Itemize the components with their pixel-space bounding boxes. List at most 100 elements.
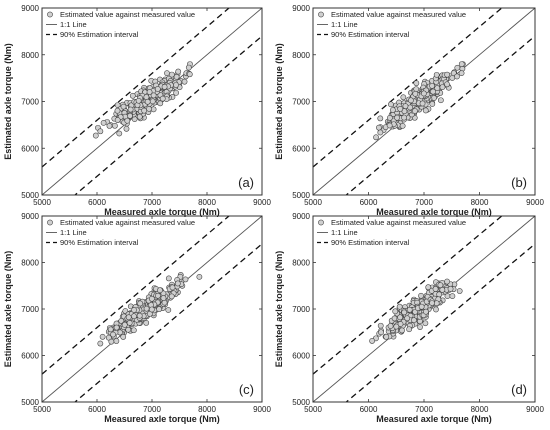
data-point: [186, 71, 193, 78]
legend: Estimated value against measured value1:…: [46, 218, 195, 247]
data-point: [375, 124, 382, 131]
data-point: [378, 329, 384, 336]
legend-entry: Estimated value against measured value: [60, 218, 195, 227]
data-point: [136, 312, 143, 319]
data-point: [136, 113, 143, 120]
plot-area: [313, 216, 535, 402]
legend-entry: 1:1 Line: [331, 20, 358, 29]
data-point: [413, 80, 420, 87]
y-axis-label: Estimated axle torque (Nm): [3, 251, 13, 368]
data-point: [118, 317, 125, 324]
y-tick-label: 5000: [292, 398, 310, 407]
data-point: [146, 105, 152, 112]
data-point: [397, 321, 404, 327]
x-tick-label: 9000: [253, 405, 271, 414]
data-point: [393, 323, 400, 330]
lower-interval-line: [73, 243, 262, 402]
data-point: [174, 280, 181, 287]
data-point: [413, 86, 420, 93]
upper-interval-line: [42, 216, 231, 375]
data-point: [185, 64, 192, 71]
data-point: [433, 306, 439, 313]
y-tick-label: 6000: [292, 144, 310, 153]
data-point: [157, 100, 164, 107]
data-point: [113, 324, 120, 331]
data-point: [108, 338, 115, 345]
data-point: [113, 338, 120, 344]
plot-area: [42, 216, 262, 402]
data-point: [149, 98, 156, 105]
data-point: [422, 320, 429, 327]
legend: Estimated value against measured value1:…: [46, 10, 195, 39]
data-point: [164, 70, 170, 77]
data-point: [386, 114, 393, 121]
y-axis-label: Estimated axle torque (Nm): [274, 43, 284, 160]
data-point: [425, 284, 432, 291]
data-point: [412, 108, 418, 114]
data-point: [114, 107, 121, 114]
data-point: [387, 323, 394, 329]
y-tick-label: 8000: [21, 259, 39, 268]
data-point: [144, 98, 151, 105]
data-point: [107, 326, 114, 333]
y-axis-label: Estimated axle torque (Nm): [274, 251, 284, 368]
legend-entry: 90% Estimation interval: [331, 238, 410, 247]
data-point: [168, 71, 175, 78]
data-point: [418, 303, 425, 310]
plot-area: [42, 8, 262, 195]
x-tick-label: 7000: [415, 405, 433, 414]
y-tick-label: 7000: [21, 305, 39, 314]
data-point: [127, 106, 134, 113]
legend-entry: 1:1 Line: [331, 228, 358, 237]
data-point: [444, 71, 450, 78]
data-point: [106, 123, 113, 129]
y-tick-label: 7000: [292, 98, 310, 107]
data-point: [165, 275, 172, 282]
y-axis-label: Estimated axle torque (Nm): [3, 43, 13, 160]
data-point: [173, 82, 179, 88]
data-point: [146, 89, 153, 95]
data-point: [97, 128, 104, 135]
legend-marker-icon: [318, 11, 324, 18]
panel-label: (a): [238, 175, 254, 190]
data-point: [92, 132, 99, 139]
data-point: [131, 307, 137, 313]
legend-entry: Estimated value against measured value: [60, 10, 195, 19]
x-tick-label: 9000: [526, 405, 544, 414]
data-point: [130, 327, 137, 334]
x-tick-label: 9000: [253, 198, 271, 207]
x-tick-label: 8000: [471, 405, 489, 414]
data-point: [127, 112, 133, 119]
data-point: [391, 315, 398, 322]
data-point: [458, 61, 465, 67]
data-point: [422, 107, 429, 114]
data-point: [123, 125, 130, 132]
upper-interval-line: [313, 8, 503, 168]
legend: Estimated value against measured value1:…: [317, 10, 466, 39]
data-point: [165, 307, 172, 313]
lower-interval-line: [73, 35, 262, 195]
y-tick-label: 7000: [292, 305, 310, 314]
data-point: [377, 129, 384, 136]
y-tick-label: 8000: [292, 259, 310, 268]
x-axis-label: Measured axle torque (Nm): [376, 414, 492, 424]
data-point: [386, 122, 393, 129]
data-point: [156, 306, 162, 313]
data-point: [439, 287, 446, 293]
y-tick-label: 9000: [292, 212, 310, 221]
data-point: [394, 114, 400, 121]
legend-entry: Estimated value against measured value: [331, 218, 466, 227]
x-tick-label: 8000: [198, 198, 216, 207]
data-point: [419, 100, 426, 107]
data-point: [423, 308, 429, 315]
x-tick-label: 7000: [415, 198, 433, 207]
data-point: [429, 101, 436, 107]
data-point: [148, 295, 155, 302]
data-point: [434, 85, 441, 91]
data-point: [168, 293, 175, 300]
data-point: [131, 116, 138, 122]
data-point: [388, 101, 394, 108]
data-point: [110, 331, 116, 338]
x-tick-label: 6000: [88, 198, 106, 207]
